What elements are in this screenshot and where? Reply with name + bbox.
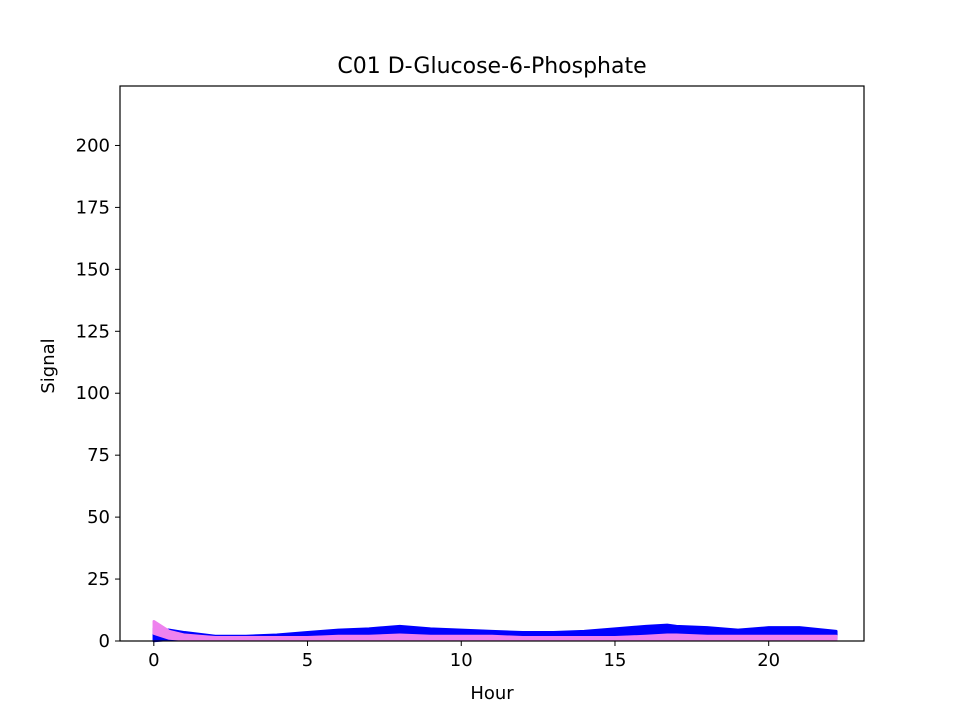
chart-title: C01 D-Glucose-6-Phosphate <box>337 54 646 79</box>
y-tick-label: 0 <box>99 631 110 652</box>
x-tick-label: 0 <box>148 650 159 671</box>
x-tick-label: 20 <box>757 650 780 671</box>
series-layer <box>152 619 838 643</box>
y-tick-label: 25 <box>87 569 110 590</box>
y-tick-label: 125 <box>76 321 110 342</box>
plot-frame <box>119 85 865 642</box>
x-axis: 0 5 10 15 20 <box>148 641 780 671</box>
x-tick-label: 15 <box>604 650 627 671</box>
x-tick-label: 10 <box>450 650 473 671</box>
y-axis-label: Signal <box>38 338 59 393</box>
y-tick-label: 200 <box>76 135 110 156</box>
x-axis-label: Hour <box>470 683 514 704</box>
y-tick-label: 50 <box>87 507 110 528</box>
y-tick-label: 175 <box>76 197 110 218</box>
y-tick-label: 150 <box>76 259 110 280</box>
y-tick-label: 100 <box>76 383 110 404</box>
x-tick-label: 5 <box>302 650 313 671</box>
series-band-2 <box>152 619 838 642</box>
y-axis: 0 25 50 75 100 125 150 175 200 <box>76 135 120 652</box>
y-tick-label: 75 <box>87 445 110 466</box>
